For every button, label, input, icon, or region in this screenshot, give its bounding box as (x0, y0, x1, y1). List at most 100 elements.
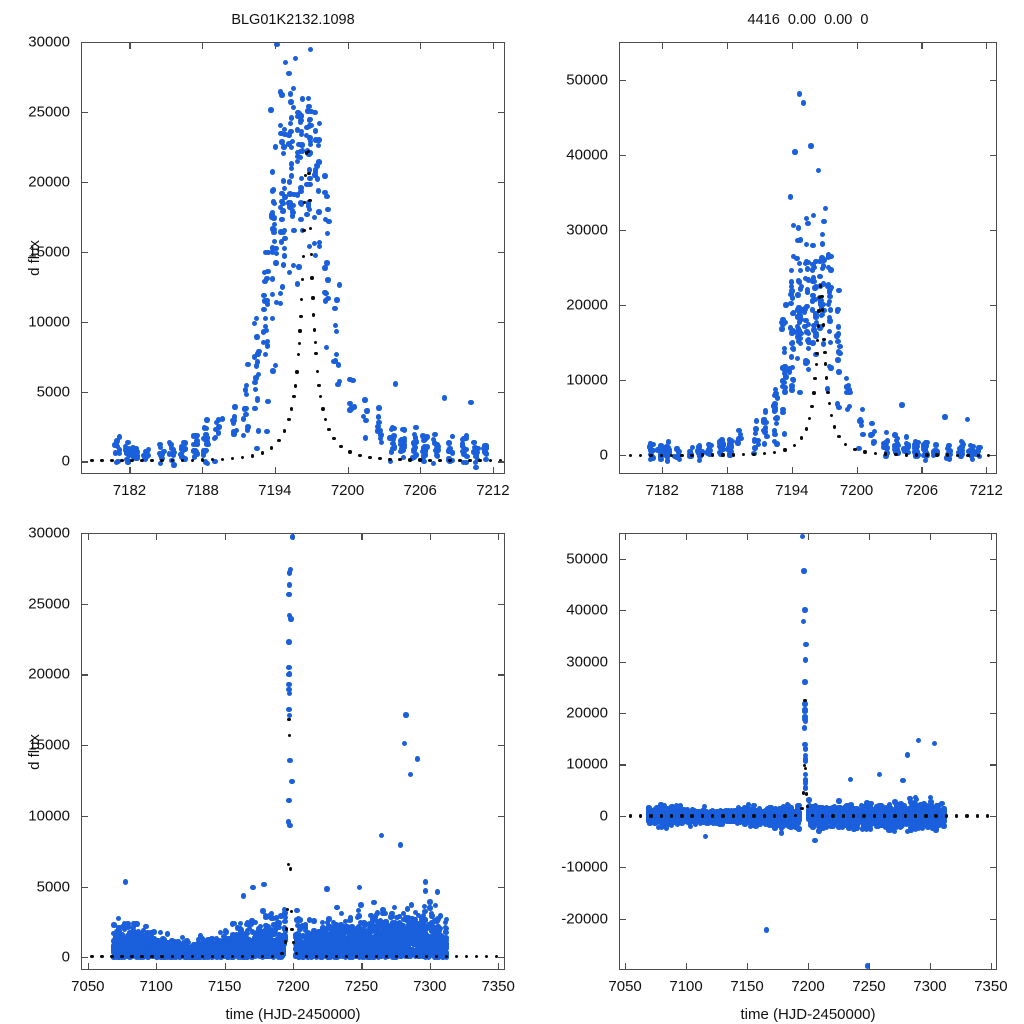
data-point (336, 378, 343, 384)
data-point (212, 426, 219, 433)
data-point (306, 200, 312, 206)
data-point (332, 305, 338, 312)
model-curve-dot (304, 151, 309, 155)
data-point (243, 411, 249, 418)
data-point (665, 458, 671, 464)
data-point (204, 417, 210, 423)
model-curve-dot (327, 427, 331, 431)
data-point (780, 316, 786, 323)
data-point-outlier (268, 107, 274, 113)
data-point (421, 458, 427, 464)
data-point (307, 135, 313, 141)
data-point (256, 348, 262, 354)
data-point (278, 301, 284, 307)
data-point (398, 438, 404, 444)
model-curve-dot (296, 352, 301, 357)
x-tick-top (129, 42, 131, 49)
data-point (203, 447, 210, 454)
data-point (401, 427, 408, 433)
model-curve-dot (210, 458, 214, 462)
data-point (323, 298, 329, 304)
data-point (687, 448, 693, 454)
data-point (306, 117, 313, 123)
data-point-outlier (274, 43, 280, 48)
data-point (254, 359, 261, 365)
data-point (281, 262, 287, 268)
model-curve-dot (301, 254, 305, 259)
data-point (262, 249, 269, 256)
data-point (336, 282, 342, 288)
data-point (159, 455, 165, 461)
data-point (291, 227, 297, 233)
data-point (450, 433, 456, 440)
data-point (751, 436, 757, 443)
data-point (763, 419, 770, 426)
data-point (325, 206, 331, 213)
data-point (391, 425, 398, 431)
data-point (717, 438, 723, 444)
model-curve-dot (277, 439, 281, 443)
data-point (450, 449, 456, 455)
x-tick (274, 467, 277, 474)
x-tick-top (347, 42, 349, 49)
model-curve-dot (300, 297, 304, 301)
data-point-outlier (308, 122, 314, 129)
model-curve-dot (170, 458, 174, 463)
model-curve-dot (311, 313, 316, 317)
data-point (729, 448, 735, 455)
data-point (779, 319, 785, 326)
data-point (271, 238, 278, 244)
data-point (674, 445, 680, 452)
data-point (290, 104, 296, 111)
model-curve-dot (308, 198, 312, 203)
data-point (286, 269, 292, 275)
data-point (376, 419, 382, 426)
data-point (424, 434, 430, 440)
model-curve-dot (307, 171, 311, 176)
data-point (297, 119, 304, 126)
data-point (391, 433, 397, 439)
data-point (289, 213, 296, 219)
model-curve-dot (468, 458, 472, 463)
data-point (216, 430, 222, 436)
model-curve-dot (220, 457, 224, 462)
data-point (333, 328, 340, 335)
data-point (279, 284, 286, 290)
x-tick-label: 7194 (258, 482, 292, 499)
data-point (322, 290, 328, 296)
y-tick (81, 42, 88, 44)
data-point (762, 409, 769, 415)
data-point (253, 363, 259, 369)
model-curve-dot (317, 383, 321, 388)
data-point (482, 442, 488, 449)
data-point (161, 449, 167, 455)
model-curve-dot (250, 454, 255, 458)
data-point (753, 431, 759, 437)
data-point (323, 344, 330, 351)
plot-frame-top-right (619, 42, 997, 474)
data-point (773, 420, 780, 427)
data-point (312, 167, 319, 173)
data-point (315, 142, 321, 149)
data-point (287, 204, 293, 210)
data-point (263, 351, 269, 357)
data-point (699, 450, 705, 456)
data-point (718, 444, 724, 450)
data-point (390, 436, 397, 443)
data-point (270, 199, 277, 205)
data-point (290, 85, 297, 91)
data-point (273, 245, 279, 252)
x-tick (129, 467, 131, 474)
data-point (204, 435, 211, 441)
data-point (280, 209, 286, 215)
data-point (483, 450, 489, 456)
data-point-outlier (331, 359, 337, 365)
y-tick (81, 461, 88, 463)
model-curve-dot (100, 458, 104, 463)
data-point (194, 441, 200, 447)
model-curve-dot (388, 457, 392, 461)
data-point (116, 434, 123, 440)
y-tick-right (498, 391, 505, 393)
model-curve-dot (315, 369, 320, 374)
data-point (398, 442, 404, 448)
